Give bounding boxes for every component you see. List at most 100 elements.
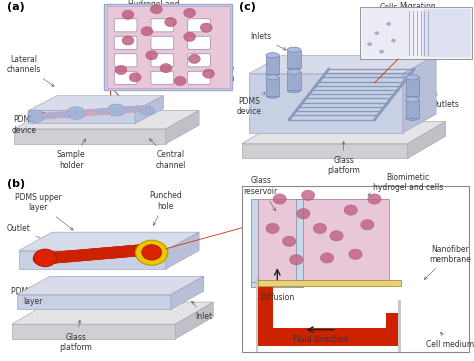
- Circle shape: [108, 108, 117, 114]
- Circle shape: [31, 115, 36, 118]
- Circle shape: [330, 231, 343, 241]
- Circle shape: [125, 106, 134, 113]
- Circle shape: [49, 252, 64, 263]
- Circle shape: [63, 251, 78, 262]
- Text: Glass
platform: Glass platform: [327, 142, 360, 175]
- Circle shape: [65, 112, 70, 116]
- Circle shape: [114, 108, 118, 112]
- Polygon shape: [403, 55, 436, 132]
- Circle shape: [78, 249, 93, 261]
- Ellipse shape: [109, 104, 124, 112]
- Circle shape: [137, 106, 142, 110]
- Polygon shape: [171, 276, 204, 309]
- Polygon shape: [12, 302, 213, 324]
- Circle shape: [64, 250, 79, 262]
- Circle shape: [117, 246, 132, 257]
- Text: PDMS
posts: PDMS posts: [119, 18, 145, 44]
- Circle shape: [55, 251, 70, 263]
- Circle shape: [48, 113, 53, 117]
- Circle shape: [91, 109, 99, 116]
- Circle shape: [122, 10, 134, 19]
- Circle shape: [57, 251, 72, 263]
- FancyBboxPatch shape: [114, 71, 137, 84]
- Circle shape: [108, 109, 113, 112]
- Circle shape: [344, 205, 357, 215]
- Circle shape: [67, 110, 76, 117]
- Circle shape: [266, 223, 279, 234]
- Text: Nanofiber
membrane: Nanofiber membrane: [424, 244, 471, 279]
- Circle shape: [141, 27, 153, 36]
- Circle shape: [69, 110, 78, 117]
- Circle shape: [114, 246, 129, 258]
- FancyBboxPatch shape: [188, 36, 210, 49]
- Circle shape: [77, 111, 82, 115]
- Circle shape: [60, 251, 75, 262]
- Bar: [251, 199, 258, 287]
- Polygon shape: [14, 110, 199, 129]
- Circle shape: [106, 109, 111, 113]
- Bar: [266, 77, 279, 96]
- Circle shape: [81, 249, 96, 261]
- Circle shape: [46, 252, 61, 264]
- Circle shape: [122, 36, 134, 45]
- Circle shape: [105, 247, 120, 258]
- Text: Diffusion: Diffusion: [260, 293, 294, 302]
- FancyBboxPatch shape: [114, 19, 137, 32]
- Bar: [258, 328, 401, 346]
- Bar: [251, 282, 303, 287]
- Circle shape: [135, 105, 144, 112]
- Polygon shape: [12, 324, 175, 339]
- Circle shape: [183, 32, 196, 42]
- Bar: [258, 280, 401, 286]
- Circle shape: [102, 108, 111, 114]
- Text: PDMS
device: PDMS device: [11, 112, 45, 135]
- Circle shape: [136, 240, 168, 265]
- Circle shape: [58, 113, 63, 116]
- Circle shape: [112, 108, 117, 112]
- Circle shape: [114, 107, 122, 114]
- Bar: [398, 300, 401, 352]
- Circle shape: [94, 248, 109, 260]
- Circle shape: [361, 219, 374, 230]
- Circle shape: [56, 112, 64, 118]
- Circle shape: [273, 194, 286, 204]
- Circle shape: [106, 247, 121, 258]
- Circle shape: [297, 209, 310, 219]
- Polygon shape: [242, 122, 446, 144]
- Text: Culture
medium: Culture medium: [203, 64, 235, 83]
- Circle shape: [121, 108, 126, 111]
- Circle shape: [124, 245, 139, 257]
- Circle shape: [131, 106, 140, 112]
- Circle shape: [119, 106, 128, 113]
- Circle shape: [51, 251, 66, 263]
- Circle shape: [36, 253, 51, 265]
- Circle shape: [118, 107, 126, 113]
- Bar: [107, 5, 230, 88]
- Circle shape: [110, 107, 118, 114]
- Text: Outlet: Outlet: [7, 224, 44, 240]
- Bar: [258, 199, 389, 282]
- Circle shape: [75, 110, 84, 117]
- Text: Outlets: Outlets: [432, 91, 459, 109]
- Circle shape: [48, 112, 57, 119]
- Circle shape: [100, 109, 105, 113]
- Circle shape: [81, 109, 90, 116]
- Circle shape: [129, 73, 141, 82]
- Polygon shape: [28, 96, 164, 110]
- Circle shape: [89, 109, 97, 116]
- Polygon shape: [166, 232, 199, 269]
- Circle shape: [110, 109, 115, 112]
- Circle shape: [50, 113, 55, 117]
- Circle shape: [73, 249, 88, 261]
- Circle shape: [39, 252, 54, 264]
- Circle shape: [111, 246, 126, 258]
- Circle shape: [75, 111, 80, 115]
- Circle shape: [45, 252, 60, 264]
- Polygon shape: [19, 251, 166, 269]
- Circle shape: [104, 109, 109, 113]
- Ellipse shape: [28, 110, 43, 117]
- Circle shape: [108, 247, 123, 258]
- Circle shape: [54, 251, 69, 263]
- Circle shape: [141, 244, 156, 256]
- Circle shape: [66, 250, 81, 262]
